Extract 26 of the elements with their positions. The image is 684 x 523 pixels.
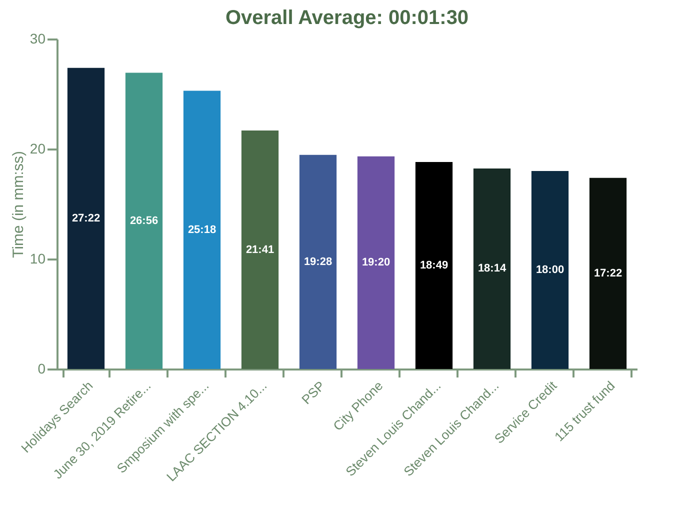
bar — [531, 171, 569, 369]
bar — [415, 162, 453, 369]
y-tick-label: 30 — [30, 30, 46, 46]
data-label: 19:28 — [304, 256, 332, 268]
bar — [589, 178, 627, 369]
data-label: 18:49 — [420, 259, 448, 272]
data-label: 18:14 — [478, 262, 507, 275]
bar — [183, 90, 221, 369]
data-label: 27:22 — [72, 212, 100, 224]
data-label: 17:22 — [594, 267, 622, 280]
bar — [67, 68, 105, 369]
data-label: 19:20 — [362, 256, 390, 269]
bar — [299, 154, 337, 369]
data-label: 25:18 — [188, 224, 216, 236]
y-tick-label: 0 — [38, 360, 46, 376]
y-axis-title: Time (in mm:ss) — [10, 151, 27, 258]
data-label: 18:00 — [536, 264, 564, 276]
chart-title: Overall Average: 00:01:30 — [225, 7, 469, 29]
y-tick-label: 20 — [30, 140, 46, 156]
bar — [357, 156, 395, 369]
bar — [473, 168, 511, 369]
bar — [241, 130, 279, 369]
data-label: 21:41 — [246, 244, 274, 256]
y-tick-label: 10 — [30, 250, 46, 266]
bar — [125, 72, 163, 369]
data-label: 26:56 — [130, 214, 158, 227]
